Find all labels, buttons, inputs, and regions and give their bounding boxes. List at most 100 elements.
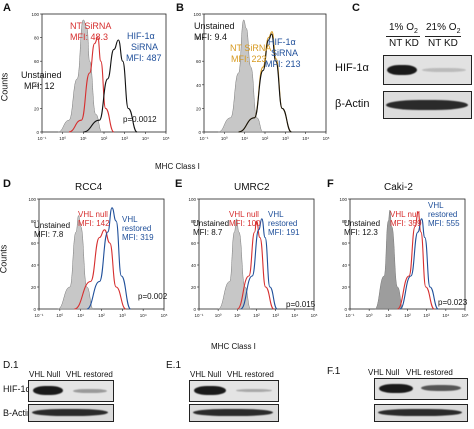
label-unstained-d: Unstained <box>34 221 71 230</box>
label-unstained-mfi-a: MFI: 12 <box>24 81 55 91</box>
y-tick-label: 80 <box>342 219 348 224</box>
blot-c-bracket-2 <box>425 36 461 37</box>
title-umrc2: UMRC2 <box>234 182 270 193</box>
label-unstained-b: Unstained <box>194 21 235 31</box>
y-tick-label: 100 <box>31 12 39 17</box>
panel-letter-b: B <box>176 2 184 14</box>
blot-c-actin-band <box>386 100 468 110</box>
x-tick-label: 10¹ <box>77 313 84 318</box>
x-tick-label: 10³ <box>121 136 128 141</box>
x-tick-label: 10⁻¹ <box>200 136 209 141</box>
x-tick-label: 10¹ <box>234 313 241 318</box>
label-vhl-null-mfi-e: MFI: 100 <box>229 219 261 228</box>
y-tick-label: 40 <box>196 83 202 88</box>
title-rcc4: RCC4 <box>75 182 103 193</box>
blot-f1-actin-strip <box>374 404 468 422</box>
label-vhl-null-d: VHL null <box>78 210 108 219</box>
y-tick-label: 20 <box>34 106 40 111</box>
blot-c-row-hif: HIF-1α <box>335 62 369 74</box>
y-tick-label: 20 <box>196 106 202 111</box>
blot-c-condition-1: 1% O2 <box>389 22 418 35</box>
x-tick-label: 10³ <box>282 136 289 141</box>
blot-f1-hif-band <box>379 384 413 393</box>
x-tick-label: 10¹ <box>80 136 87 141</box>
label-pvalue-d: p=0.002 <box>138 292 168 301</box>
panel-letter-d: D <box>3 178 11 190</box>
y-tick-label: 0 <box>198 130 201 135</box>
panel-letter-f1: F.1 <box>327 366 341 377</box>
label-hif-mfi-b: MFI: 213 <box>265 59 301 69</box>
label-nt-sirna-a: NT SiRNA <box>70 21 112 31</box>
y-tick-label: 60 <box>342 241 348 246</box>
y-tick-label: 0 <box>33 307 36 312</box>
x-tick-label: 10¹ <box>241 136 248 141</box>
x-tick-label: 10⁰ <box>366 313 373 318</box>
y-tick-label: 80 <box>34 36 40 41</box>
x-tick-label: 10⁴ <box>442 313 449 318</box>
y-tick-label: 0 <box>36 130 39 135</box>
histogram-hif-1-sirna <box>238 33 292 133</box>
blot-e1-lane-1: VHL Null <box>190 370 222 379</box>
blot-e1-hif-faint-band <box>236 389 272 392</box>
label-unstained-mfi-b: MFI: 9.4 <box>194 32 228 42</box>
blot-e1-lane-2: VHL restored <box>227 370 274 379</box>
histogram-unstained <box>374 209 404 310</box>
x-tick-label: 10⁰ <box>56 313 63 318</box>
x-tick-label: 10⁴ <box>140 313 147 318</box>
label-hif-mfi-a: MFI: 487 <box>126 53 162 63</box>
y-tick-label: 60 <box>34 59 40 64</box>
label-unstained-f: Unstained <box>344 219 381 228</box>
y-tick-label: 0 <box>344 307 347 312</box>
blot-f1-hif-faint-band <box>421 385 461 391</box>
label-unstained-a: Unstained <box>21 70 62 80</box>
histogram-unstained <box>218 19 264 133</box>
blot-c-lane-3: NT <box>428 38 442 49</box>
label-unstained-mfi-e: MFI: 8.7 <box>193 228 223 237</box>
blot-c-hif-band <box>387 65 417 75</box>
y-tick-label: 40 <box>342 263 348 268</box>
y-tick-label: 60 <box>191 241 197 246</box>
blot-f1-lane-1: VHL Null <box>368 368 400 377</box>
label-hif-sirna-a: SiRNA <box>131 42 159 52</box>
y-tick-label: 40 <box>31 263 37 268</box>
x-tick-label: 10² <box>253 313 260 318</box>
label-vhl-restored-mfi-f: MFI: 555 <box>428 219 460 228</box>
label-vhl-null-f: VHL null <box>390 210 420 219</box>
y-tick-label: 80 <box>31 219 37 224</box>
blot-d1-lane-2: VHL restored <box>66 370 113 379</box>
label-vhl-restored-e: VHL <box>268 210 284 219</box>
histogram-unstained <box>57 215 94 310</box>
label-nt-mfi-a: MFI: 48.3 <box>70 32 109 42</box>
x-tick-label: 10⁻¹ <box>195 313 204 318</box>
x-tick-label: 10¹ <box>385 313 392 318</box>
label-vhl-null-mfi-d: MFI: 142 <box>78 219 110 228</box>
blot-f1-hif-strip <box>374 378 468 400</box>
blot-f1-lane-2: VHL restored <box>406 368 453 377</box>
x-tick-label: 10³ <box>423 313 430 318</box>
panel-letter-a: A <box>3 2 11 14</box>
blot-d1-row-actin: B-Actin <box>3 408 33 418</box>
label-vhl-restored-mfi-e: MFI: 191 <box>268 228 300 237</box>
blot-d1-hif-faint-band <box>73 389 107 393</box>
blot-e1-actin-band <box>193 409 273 416</box>
histogram-e: 0 20 40 60 80 100 10⁻¹ 10⁰ 10¹ 10² 10³ 10⁴ 10⁵ <box>188 197 318 318</box>
y-tick-label: 20 <box>191 285 197 290</box>
title-caki2: Caki-2 <box>384 182 413 193</box>
label-unstained-mfi-d: MFI: 7.8 <box>34 230 64 239</box>
blot-d1-row-hif: HIF-1α <box>3 384 31 394</box>
label-vhl-null-e: VHL null <box>229 210 259 219</box>
panel-letter-e: E <box>175 178 183 190</box>
label-nt-sirna-b: NT SiRNA <box>230 43 272 53</box>
x-axis-label-def: MHC Class I <box>211 342 256 351</box>
x-tick-label: 10⁴ <box>142 136 149 141</box>
y-axis-label-d: Counts <box>0 244 9 274</box>
blot-c-hif-faint-band <box>422 68 466 72</box>
label-vhl-restored-d: VHL <box>122 215 138 224</box>
x-tick-label: 10⁵ <box>161 313 168 318</box>
label-nt-mfi-b: MFI: 223 <box>231 54 267 64</box>
label-unstained-mfi-f: MFI: 12.3 <box>344 228 378 237</box>
histogram-unstained <box>58 19 103 133</box>
blot-c-lane-4: KD <box>444 38 458 49</box>
x-tick-label: 10⁵ <box>311 313 318 318</box>
x-tick-label: 10² <box>404 313 411 318</box>
